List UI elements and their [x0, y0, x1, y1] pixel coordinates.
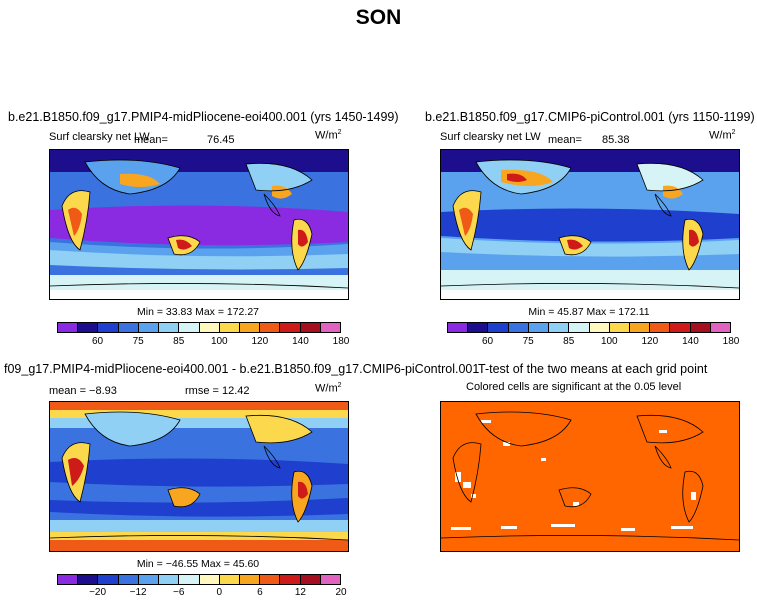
colorbar-tick-label: 60 [482, 336, 494, 347]
colorbar-tick-label: 75 [522, 336, 534, 347]
colorbar-tick-label: 180 [332, 336, 350, 347]
colorbar-tick-label: −12 [129, 587, 147, 598]
top-right-variable-label: Surf clearsky net LW [440, 131, 541, 143]
colorbar-swatch [589, 323, 610, 332]
colorbar-swatch [629, 323, 651, 332]
top-right-map [440, 149, 740, 300]
top-right-mean-label: mean= [548, 134, 582, 146]
top-left-mean-label: mean= [134, 134, 168, 146]
colorbar-tick-label: 100 [210, 336, 228, 347]
colorbar-swatch [650, 323, 671, 332]
colorbar-swatch [488, 323, 509, 332]
colorbar-swatch [549, 323, 570, 332]
top-left-mean-value: 76.45 [207, 134, 235, 146]
top-right-colorbar: 60 75 85 100 120 140 180 [447, 322, 739, 347]
top-left-colorbar: 60 75 85 100 120 140 180 [57, 322, 349, 347]
colorbar-swatch [609, 323, 630, 332]
bottom-right-subtitle: Colored cells are significant at the 0.0… [466, 381, 682, 393]
top-left-min-max: Min = 33.83 Max = 172.27 [137, 306, 259, 318]
colorbar-swatch [219, 323, 240, 332]
bottom-left-units: W/m2 [315, 382, 342, 395]
colorbar-swatch [78, 323, 99, 332]
colorbar-swatch [179, 575, 200, 584]
colorbar-swatch [320, 575, 341, 584]
colorbar-swatch [260, 323, 281, 332]
colorbar-tick-label: 60 [92, 336, 104, 347]
colorbar-tick-label: 6 [257, 587, 263, 598]
top-left-units: W/m2 [315, 129, 342, 142]
colorbar-tick-label: 20 [335, 587, 347, 598]
colorbar-swatch [300, 575, 321, 584]
colorbar-swatch [138, 323, 160, 332]
bottom-left-colorbar: −20 −12 −6 0 6 12 20 [57, 574, 347, 598]
colorbar-tick-label: −20 [89, 587, 107, 598]
colorbar-swatch [199, 323, 220, 332]
colorbar-tick-label: 12 [294, 587, 306, 598]
colorbar-swatch [199, 575, 220, 584]
bottom-left-map [49, 401, 349, 552]
bottom-left-mean: mean = −8.93 [49, 385, 117, 397]
colorbar-swatch [300, 323, 321, 332]
colorbar-swatch [78, 575, 99, 584]
colorbar-tick-label: 85 [173, 336, 185, 347]
colorbar-swatch [508, 323, 529, 332]
colorbar-swatch [58, 575, 79, 584]
bottom-left-min-max: Min = −46.55 Max = 45.60 [136, 558, 260, 570]
colorbar-swatch [118, 323, 139, 332]
colorbar-swatch [118, 575, 139, 584]
colorbar-swatch [98, 323, 119, 332]
colorbar-swatch [448, 323, 469, 332]
colorbar-tick-label: −6 [173, 587, 185, 598]
colorbar-swatch [98, 575, 119, 584]
bottom-left-case-title: f09_g17.PMIP4-midPliocene-eoi400.001 - b… [4, 362, 480, 376]
colorbar-swatch [528, 323, 550, 332]
colorbar-swatch [468, 323, 489, 332]
figure-title: SON [355, 6, 402, 29]
bottom-right-ttest-map [440, 401, 740, 552]
colorbar-swatch [569, 323, 590, 332]
colorbar-tick-label: 140 [682, 336, 699, 347]
colorbar-swatch [710, 323, 731, 332]
colorbar-swatch [239, 575, 261, 584]
colorbar-tick-label: 120 [641, 336, 659, 347]
colorbar-swatch [159, 575, 180, 584]
top-right-case-title: b.e21.B1850.f09_g17.CMIP6-piControl.001 … [425, 110, 755, 124]
top-right-min-max: Min = 45.87 Max = 172.11 [528, 306, 650, 318]
top-right-mean-value: 85.38 [602, 134, 630, 146]
colorbar-swatch [219, 575, 240, 584]
colorbar-swatch [159, 323, 180, 332]
colorbar-tick-label: 180 [722, 336, 740, 347]
colorbar-swatch [138, 575, 160, 584]
colorbar-swatch [670, 323, 691, 332]
bottom-right-title: T-test of the two means at each grid poi… [478, 362, 708, 376]
top-right-units: W/m2 [709, 129, 736, 142]
colorbar-swatch [260, 575, 281, 584]
colorbar-tick-label: 120 [251, 336, 269, 347]
colorbar-swatch [58, 323, 79, 332]
top-left-case-title: b.e21.B1850.f09_g17.PMIP4-midPliocene-eo… [8, 110, 399, 124]
colorbar-swatch [320, 323, 341, 332]
colorbar-tick-label: 100 [600, 336, 618, 347]
colorbar-swatch [239, 323, 261, 332]
colorbar-tick-label: 85 [563, 336, 575, 347]
colorbar-tick-label: 140 [292, 336, 309, 347]
colorbar-swatch [179, 323, 200, 332]
colorbar-tick-label: 75 [132, 336, 144, 347]
bottom-left-rmse: rmse = 12.42 [185, 385, 250, 397]
colorbar-tick-label: 0 [216, 587, 223, 598]
colorbar-swatch [280, 323, 301, 332]
colorbar-swatch [280, 575, 301, 584]
colorbar-swatch [690, 323, 711, 332]
top-left-variable-label: Surf clearsky net LW [49, 131, 150, 143]
top-left-map [49, 149, 349, 300]
